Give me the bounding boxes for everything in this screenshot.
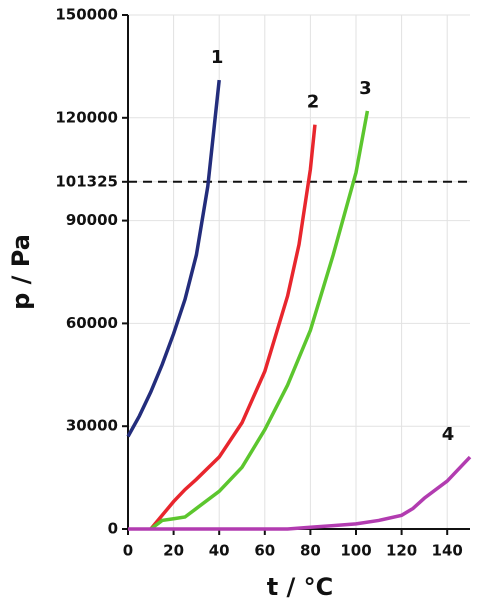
line-series: [149, 110, 370, 531]
x-tick-label: 60: [254, 542, 275, 560]
x-tick-label: 0: [123, 542, 133, 560]
line-series: [128, 455, 472, 531]
y-tick-label: 0: [108, 520, 118, 538]
y-axis-label: p / Pa: [7, 234, 35, 310]
line-series: [149, 124, 317, 531]
x-tick-label: 120: [386, 542, 417, 560]
y-tick-label: 150000: [55, 6, 118, 24]
x-axis-label: t / °C: [267, 573, 334, 601]
series-label: 4: [442, 424, 455, 445]
x-tick-label: 40: [209, 542, 230, 560]
y-tick-label: 90000: [66, 211, 118, 229]
y-tick-label: 101325: [55, 172, 118, 190]
series-label: 3: [359, 78, 372, 99]
series-label: 1: [211, 47, 224, 68]
x-tick-label: 80: [300, 542, 321, 560]
x-tick-label: 20: [163, 542, 184, 560]
line-series: [126, 79, 221, 438]
x-tick-label: 140: [432, 542, 463, 560]
y-tick-label: 120000: [55, 108, 118, 126]
y-tick-label: 60000: [66, 314, 118, 332]
series-label: 2: [307, 92, 320, 113]
y-tick-label: 30000: [66, 417, 118, 435]
x-tick-label: 100: [340, 542, 371, 560]
